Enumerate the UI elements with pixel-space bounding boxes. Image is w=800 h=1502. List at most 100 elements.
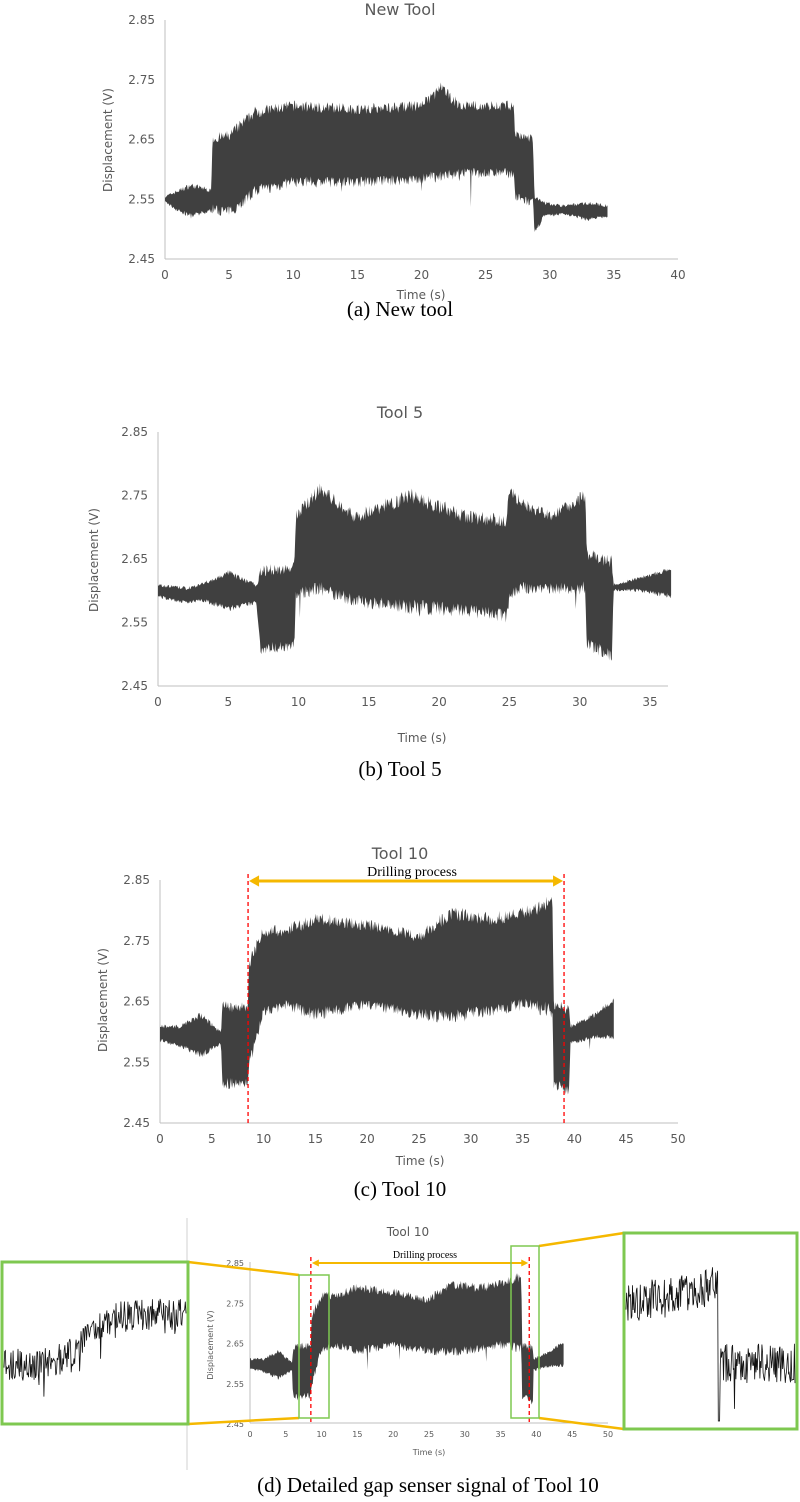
signal-envelope <box>158 483 672 661</box>
zoom-connector <box>538 1416 625 1431</box>
x-tick-label: 15 <box>361 695 376 709</box>
x-tick-label: 25 <box>502 695 517 709</box>
x-tick-label: 50 <box>670 1132 685 1146</box>
zoom-window <box>510 1245 540 1419</box>
x-tick-label: 35 <box>642 695 657 709</box>
y-tick-label: 2.55 <box>121 616 148 630</box>
caption-c: (c) Tool 10 <box>354 1177 447 1201</box>
chart-a-title: New Tool <box>364 0 435 19</box>
x-tick-label: 20 <box>360 1132 375 1146</box>
chart-b-ylabel: Displacement (V) <box>87 508 101 612</box>
y-tick-label: 2.45 <box>226 1420 244 1429</box>
x-tick-label: 45 <box>619 1132 634 1146</box>
caption-a: (a) New tool <box>347 297 453 321</box>
signal-envelope <box>250 1273 564 1405</box>
x-tick-label: 5 <box>283 1430 288 1439</box>
chart-a: 0 5 10 15 20 25 30 35 40 2.45 2.55 2.65 2.75 2.85 <box>128 13 685 282</box>
x-tick-label: 35 <box>606 268 621 282</box>
y-tick-label: 2.75 <box>121 489 148 503</box>
zoom-connector <box>187 1260 300 1277</box>
chart-c-title: Tool 10 <box>371 844 429 863</box>
x-tick-label: 45 <box>567 1430 577 1439</box>
arrow-head-right <box>553 875 564 887</box>
x-tick-label: 50 <box>603 1430 613 1439</box>
y-tick-label: 2.55 <box>128 192 155 206</box>
chart-d-ylabel: Displacement (V) <box>206 1310 215 1379</box>
x-tick-label: 25 <box>411 1132 426 1146</box>
caption-d: (d) Detailed gap senser signal of Tool 1… <box>257 1473 599 1497</box>
x-tick-label: 10 <box>256 1132 271 1146</box>
y-tick-label: 2.55 <box>226 1380 244 1389</box>
x-tick-label: 20 <box>432 695 447 709</box>
x-tick-label: 0 <box>161 268 169 282</box>
x-tick-label: 40 <box>670 268 685 282</box>
zoom-connector <box>187 1416 300 1426</box>
arrow-head-left <box>311 1259 319 1267</box>
x-tick-label: 35 <box>496 1430 506 1439</box>
chart-c: 0 5 10 15 20 25 30 35 40 45 50 2.45 2.55 2.65 2.75 2.85 <box>123 873 685 1146</box>
y-tick-label: 2.75 <box>123 934 150 948</box>
x-tick-label: 30 <box>572 695 587 709</box>
x-tick-label: 10 <box>317 1430 327 1439</box>
zoom-inset-frame <box>622 1231 799 1431</box>
y-tick-label: 2.65 <box>123 995 150 1009</box>
x-tick-label: 5 <box>224 695 232 709</box>
zoomed-signal-trace <box>3 1298 187 1397</box>
y-tick-label: 2.75 <box>226 1299 244 1308</box>
y-tick-label: 2.65 <box>226 1340 244 1349</box>
chart-b-title: Tool 5 <box>376 403 423 422</box>
x-tick-label: 15 <box>350 268 365 282</box>
chart-c-ylabel: Displacement (V) <box>96 948 110 1052</box>
x-tick-label: 0 <box>154 695 162 709</box>
y-tick-label: 2.75 <box>128 73 155 87</box>
caption-b: (b) Tool 5 <box>358 757 441 781</box>
signal-envelope <box>165 82 608 232</box>
x-tick-label: 15 <box>352 1430 362 1439</box>
x-tick-label: 30 <box>542 268 557 282</box>
x-tick-label: 15 <box>308 1132 323 1146</box>
chart-d-xlabel: Time (s) <box>412 1448 446 1457</box>
arrow-head-right <box>521 1259 529 1267</box>
x-tick-label: 25 <box>424 1430 434 1439</box>
y-tick-label: 2.55 <box>123 1055 150 1069</box>
x-tick-label: 40 <box>531 1430 541 1439</box>
zoom-window <box>298 1274 330 1419</box>
y-tick-label: 2.45 <box>128 252 155 266</box>
y-tick-label: 2.85 <box>123 873 150 887</box>
y-tick-label: 2.85 <box>226 1259 244 1268</box>
x-tick-label: 20 <box>388 1430 398 1439</box>
chart-d: 0 5 10 15 20 25 30 35 40 45 50 2.45 2.55 2.65 2.75 2.85 <box>0 1231 799 1439</box>
signal-envelope <box>160 896 614 1095</box>
chart-d-title: Tool 10 <box>386 1225 429 1239</box>
x-tick-label: 40 <box>567 1132 582 1146</box>
x-tick-label: 5 <box>208 1132 216 1146</box>
x-tick-label: 0 <box>156 1132 164 1146</box>
chart-d-annotation-label: Drilling process <box>393 1250 457 1261</box>
y-tick-label: 2.65 <box>128 133 155 147</box>
y-tick-label: 2.45 <box>123 1116 150 1130</box>
x-tick-label: 35 <box>515 1132 530 1146</box>
zoom-connector <box>538 1231 625 1248</box>
y-tick-label: 2.85 <box>121 425 148 439</box>
chart-b: 0 5 10 15 20 25 30 35 2.45 2.55 2.65 2.75 2.85 <box>121 425 672 709</box>
x-tick-label: 20 <box>414 268 429 282</box>
chart-b-xlabel: Time (s) <box>397 731 447 745</box>
chart-c-xlabel: Time (s) <box>395 1154 445 1168</box>
x-tick-label: 25 <box>478 268 493 282</box>
x-tick-label: 30 <box>460 1430 470 1439</box>
x-tick-label: 30 <box>463 1132 478 1146</box>
chart-a-xlabel: Time (s) <box>396 288 446 302</box>
x-tick-label: 0 <box>247 1430 252 1439</box>
zoom-inset-frame <box>0 1260 190 1426</box>
chart-c-annotation-label: Drilling process <box>367 865 457 880</box>
y-tick-label: 2.65 <box>121 552 148 566</box>
arrow-head-left <box>249 875 260 887</box>
chart-a-ylabel: Displacement (V) <box>101 88 115 192</box>
zoomed-signal-trace <box>625 1267 796 1422</box>
x-tick-label: 10 <box>291 695 306 709</box>
x-tick-label: 5 <box>225 268 233 282</box>
y-tick-label: 2.45 <box>121 679 148 693</box>
x-tick-label: 10 <box>286 268 301 282</box>
y-tick-label: 2.85 <box>128 13 155 27</box>
